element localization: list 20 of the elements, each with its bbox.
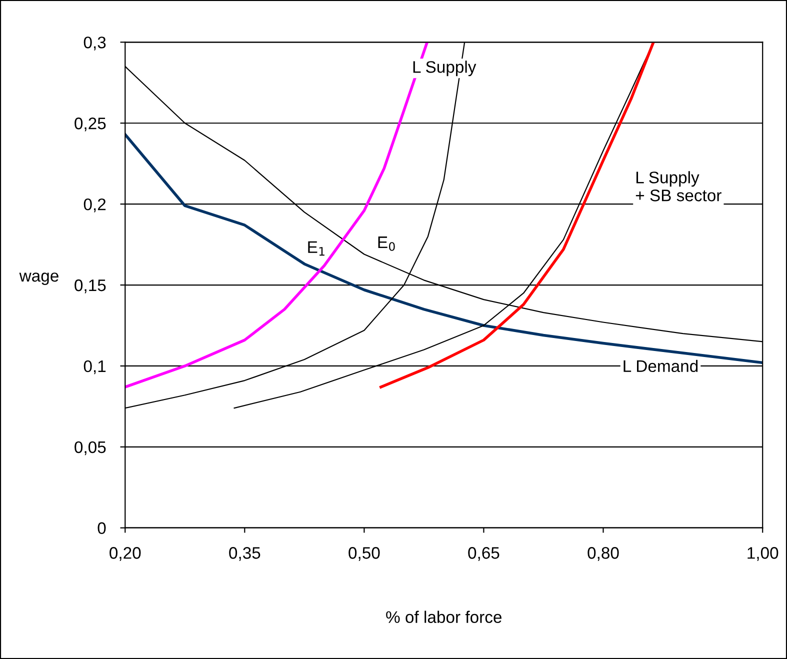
x-tick-label: 1,00 xyxy=(748,547,778,561)
annotation: L Supply xyxy=(413,60,476,76)
annotation: E$_{0}$ xyxy=(378,236,395,251)
y-tick-label: 0,2 xyxy=(84,198,106,212)
annotation: E$_{1}$ xyxy=(308,241,324,256)
y-tick-label: 0,1 xyxy=(84,360,106,374)
x-tick-label: 0,35 xyxy=(229,547,260,561)
y-axis-title: wage xyxy=(19,272,58,286)
x-tick-label: 0,50 xyxy=(348,547,380,561)
x-tick-label: 0,65 xyxy=(468,547,500,561)
y-tick-label: 0 xyxy=(98,522,106,534)
annotation: L Supply + SB sector xyxy=(636,171,722,202)
y-tick-label: 0,25 xyxy=(74,118,106,132)
y-tick-label: 0,05 xyxy=(74,441,106,456)
x-tick-label: 0,20 xyxy=(110,547,141,561)
x-axis-title: % of labor force xyxy=(386,610,502,623)
annotation: L Demand xyxy=(624,360,698,372)
y-tick-label: 0,3 xyxy=(84,36,106,50)
y-tick-label: 0,15 xyxy=(74,279,106,294)
x-tick-label: 0,80 xyxy=(588,547,619,561)
